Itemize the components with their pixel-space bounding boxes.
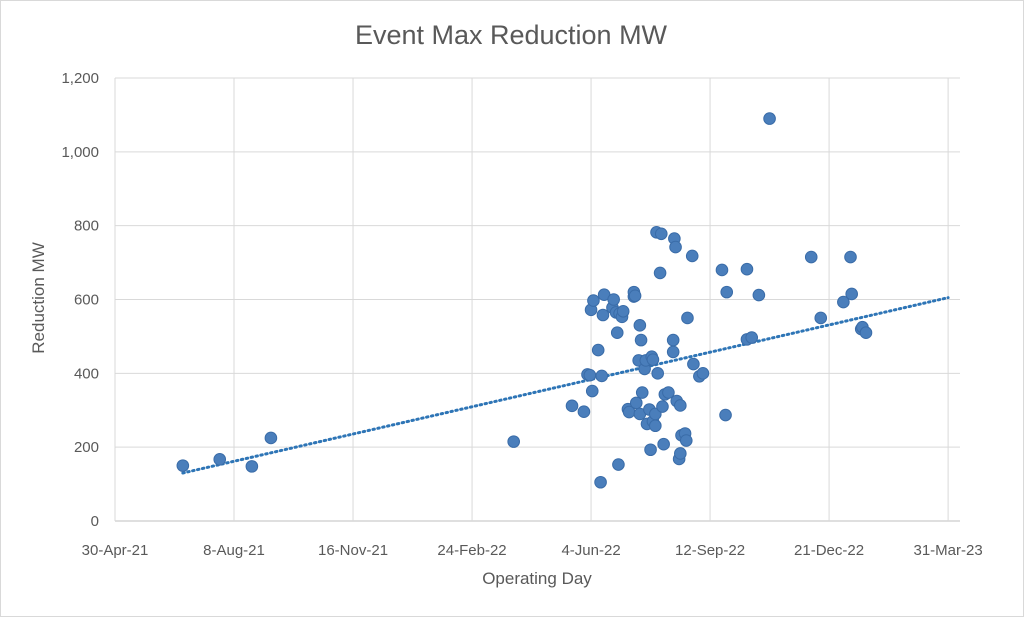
data-point <box>577 405 591 419</box>
data-point <box>687 357 700 371</box>
data-point <box>740 262 754 276</box>
x-tick-label: 8-Aug-21 <box>203 542 265 559</box>
data-point <box>634 333 648 347</box>
data-point <box>646 353 660 366</box>
data-point <box>651 367 665 380</box>
y-axis-label: Reduction MW <box>29 242 48 353</box>
data-point <box>679 434 693 447</box>
data-point <box>859 326 873 340</box>
data-point <box>685 249 699 263</box>
y-tick-label: 800 <box>74 218 99 235</box>
data-point <box>666 345 680 359</box>
data-point <box>666 333 680 347</box>
data-point <box>654 227 668 241</box>
data-point <box>595 369 609 383</box>
data-point <box>804 250 818 264</box>
y-tick-label: 200 <box>74 439 99 456</box>
data-point <box>653 266 667 280</box>
x-tick-label: 24-Feb-22 <box>437 542 506 559</box>
data-point <box>644 443 657 457</box>
grid-lines <box>114 77 960 522</box>
y-tick-label: 0 <box>91 513 99 530</box>
data-point <box>628 289 642 303</box>
data-point <box>719 408 732 422</box>
x-tick-label: 4-Jun-22 <box>561 542 620 559</box>
data-point <box>657 437 670 451</box>
x-tick-label: 21-Dec-22 <box>794 542 864 559</box>
data-point <box>612 458 625 471</box>
trendline <box>181 296 950 475</box>
data-point <box>176 459 190 472</box>
data-point <box>674 399 687 412</box>
x-tick-label: 12-Sep-22 <box>675 542 745 559</box>
data-point <box>607 293 620 306</box>
data-point <box>596 308 610 322</box>
data-points <box>176 112 873 489</box>
x-tick-label: 31-Mar-23 <box>913 542 982 559</box>
x-tick-label: 30-Apr-21 <box>82 542 149 559</box>
x-axis-label: Operating Day <box>482 569 592 588</box>
data-point <box>674 447 687 460</box>
data-point <box>720 285 734 299</box>
data-point <box>715 263 729 277</box>
data-point <box>696 367 710 380</box>
data-point <box>845 287 858 301</box>
data-point <box>844 250 857 264</box>
data-point <box>213 453 227 466</box>
data-point <box>610 326 624 340</box>
trendline-segment <box>181 296 950 475</box>
data-point <box>629 396 643 410</box>
data-point <box>245 460 259 473</box>
data-point <box>507 435 520 448</box>
data-point <box>583 368 597 382</box>
data-point <box>264 431 278 445</box>
data-point <box>656 400 669 413</box>
y-tick-label: 600 <box>74 292 99 309</box>
data-point <box>635 386 649 399</box>
chart-title: Event Max Reduction MW <box>355 20 668 50</box>
data-point <box>681 311 694 325</box>
data-point <box>837 295 850 309</box>
data-point <box>565 399 579 413</box>
y-tick-label: 1,200 <box>61 70 99 87</box>
tick-labels: 0 200 400 600 800 1,000 1,200 30-Apr-21 8-Aug-21… <box>61 70 982 559</box>
y-tick-label: 1,000 <box>61 144 99 161</box>
data-point <box>591 343 605 357</box>
y-tick-label: 400 <box>74 365 99 382</box>
data-point <box>763 112 776 125</box>
data-point <box>587 294 600 307</box>
data-point <box>585 384 599 398</box>
x-tick-label: 16-Nov-21 <box>318 542 388 559</box>
data-point <box>752 288 766 302</box>
data-point <box>662 386 675 399</box>
data-point <box>594 475 607 489</box>
data-point <box>745 331 759 344</box>
data-point <box>649 419 662 433</box>
data-point <box>814 311 828 325</box>
data-point <box>616 305 630 318</box>
data-point <box>633 319 647 332</box>
data-point <box>669 240 682 254</box>
